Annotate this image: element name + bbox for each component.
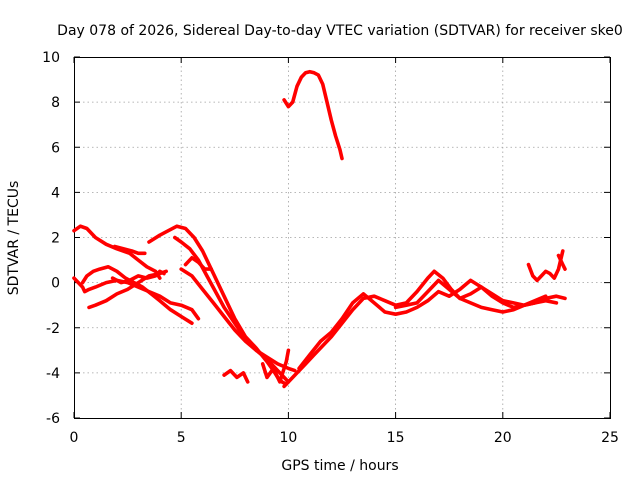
axis-ticks: 0 5 10 15 20 25 -6 -4 -2 0 2 4 6 8 10 xyxy=(42,50,619,446)
series-pass-9 xyxy=(183,255,213,271)
series-pass-12 xyxy=(260,348,291,384)
data-series xyxy=(72,69,567,389)
series-pass-5 xyxy=(110,269,166,285)
x-tick-label: 20 xyxy=(494,430,512,446)
x-tick-label: 5 xyxy=(177,430,186,446)
series-pass-8 xyxy=(173,235,291,384)
series-pass-16 xyxy=(526,249,565,283)
y-tick-label: -4 xyxy=(46,366,60,382)
y-tick-label: 2 xyxy=(51,231,60,247)
grid-lines xyxy=(74,57,610,418)
x-tick-label: 0 xyxy=(70,430,79,446)
y-tick-label: 6 xyxy=(51,140,60,156)
series-pass-6 xyxy=(112,244,147,256)
y-tick-label: -2 xyxy=(46,321,60,337)
series-pass-14 xyxy=(297,278,548,371)
y-tick-label: 8 xyxy=(51,95,60,111)
y-tick-label: -6 xyxy=(46,411,60,427)
y-tick-label: 4 xyxy=(51,185,60,201)
x-tick-label: 10 xyxy=(279,430,297,446)
series-pass-18 xyxy=(282,69,344,161)
y-axis-label: SDTVAR / TECUs xyxy=(6,181,22,296)
x-axis-label: GPS time / hours xyxy=(281,458,398,474)
series-pass-15 xyxy=(393,278,559,310)
y-tick-label: 0 xyxy=(51,276,60,292)
series-pass-13 xyxy=(282,269,567,389)
x-tick-label: 15 xyxy=(387,430,405,446)
series-pass-17 xyxy=(556,253,567,271)
x-tick-label: 25 xyxy=(601,430,619,446)
series-pass-10 xyxy=(179,267,297,373)
series-pass-11 xyxy=(222,368,250,384)
chart-title: Day 078 of 2026, Sidereal Day-to-day VTE… xyxy=(57,23,623,39)
y-tick-label: 10 xyxy=(42,50,60,66)
